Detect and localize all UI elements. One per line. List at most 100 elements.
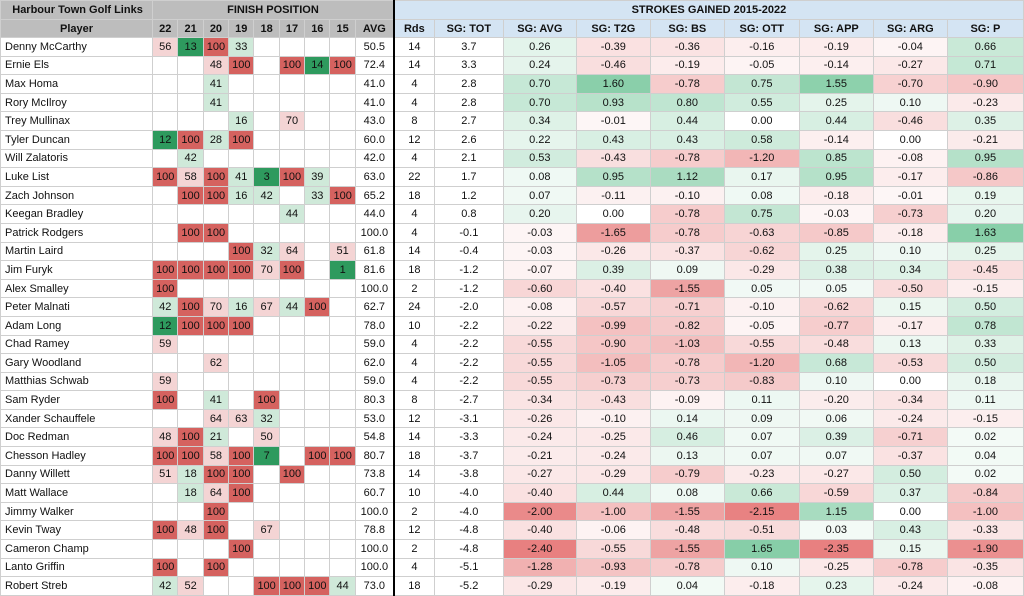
finish-cell: 100 [202,557,230,578]
strokes-gained-cell: -0.11 [575,185,651,206]
strokes-gained-cell: 0.8 [433,204,504,224]
finish-cell [304,241,331,262]
finish-cell [152,483,179,503]
finish-cell [202,539,230,559]
finish-cell [253,204,280,224]
finish-cell [329,483,356,503]
strokes-gained-cell: -4.0 [433,501,504,522]
strokes-gained-cell: 0.71 [946,55,1024,76]
strokes-gained-cell: 1.15 [798,501,874,522]
strokes-gained-cell: -0.46 [575,55,651,76]
finish-cell [278,148,306,169]
strokes-gained-cell: 0.75 [723,204,800,224]
finish-cell: 100 [177,222,204,243]
strokes-gained-cell: -0.19 [575,576,651,596]
table-row: Zach Johnson 100 100 16 42 33 100 65.2 18 1.2 0.07… [0,185,1024,206]
strokes-gained-cell: -0.04 [872,37,948,57]
strokes-gained-cell: 3.3 [433,55,504,76]
strokes-gained-cell: -0.55 [723,334,800,355]
finish-cell [278,334,306,355]
finish-cell: 67 [253,520,280,541]
strokes-gained-cell: 0.39 [798,427,874,448]
finish-cell [304,204,331,224]
strokes-gained-cell: 0.05 [723,278,800,299]
strokes-gained-cell: -1.55 [649,278,725,299]
finish-cell: 14 [304,55,331,76]
strokes-gained-cell: -5.1 [433,557,504,578]
finish-cell: 100 [152,260,179,280]
finish-cell [228,520,255,541]
strokes-gained-cell: 0.07 [723,446,800,466]
strokes-gained-cell: -2.15 [723,501,800,522]
finish-cell [278,390,306,410]
finish-cell [278,129,306,150]
finish-cell [278,557,306,578]
rounds-cell: 2 [393,539,435,559]
finish-cell: 33 [228,37,255,57]
strokes-gained-cell: -0.29 [502,576,577,596]
table-body: Denny McCarthy 56 13 100 33 50.5 14 3.7 0.26 -0.3… [0,37,1024,596]
finish-cell: 100 [202,167,230,187]
strokes-gained-cell: 0.00 [872,129,948,150]
strokes-gained-cell: 0.00 [872,501,948,522]
strokes-gained-cell: -0.08 [946,576,1024,596]
avg-cell: 78.8 [354,520,395,541]
strokes-gained-cell: 0.46 [649,427,725,448]
strokes-gained-cell: -0.16 [723,37,800,57]
strokes-gained-cell: 1.63 [946,222,1024,243]
finish-cell: 32 [253,241,280,262]
strokes-gained-cell: 0.08 [649,483,725,503]
finish-cell [278,185,306,206]
rds-column-header: Rds [393,19,435,38]
strokes-gained-cell: -0.03 [502,241,577,262]
strokes-gained-cell: -2.0 [433,297,504,317]
strokes-gained-cell: 0.10 [723,557,800,578]
strokes-gained-cell: -0.35 [946,557,1024,578]
strokes-gained-cell: 0.25 [798,92,874,113]
table-row: Xander Schauffele 64 63 32 53.0 12 -3.1 -0.26 -0… [0,408,1024,429]
rounds-cell: 14 [393,55,435,76]
finish-cell: 100 [278,576,306,596]
strokes-gained-cell: -2.2 [433,315,504,336]
finish-cell [253,37,280,57]
finish-cell [329,204,356,224]
finish-cell: 59 [152,371,179,392]
finish-cell [329,74,356,94]
strokes-gained-cell: 0.25 [798,241,874,262]
strokes-gained-cell: -0.05 [723,315,800,336]
strokes-gained-cell: 0.19 [946,185,1024,206]
strokes-gained-cell: -2.7 [433,390,504,410]
strokes-gained-cell: -0.43 [575,390,651,410]
strokes-gained-cell: 0.15 [872,297,948,317]
finish-cell: 100 [329,55,356,76]
finish-cell [152,92,179,113]
finish-cell: 100 [329,446,356,466]
finish-cell [329,167,356,187]
finish-cell [228,501,255,522]
player-name: Rory McIlroy [0,92,154,113]
finish-cell: 28 [202,129,230,150]
strokes-gained-cell: -4.8 [433,520,504,541]
finish-cell: 44 [278,297,306,317]
table-row: Martin Laird 100 32 64 51 61.8 14 -0.4 -0.03 -0.2… [0,241,1024,262]
strokes-gained-cell: -0.45 [946,260,1024,280]
strokes-gained-cell: 0.44 [798,111,874,131]
strokes-gained-cell: -0.21 [502,446,577,466]
finish-cell [304,371,331,392]
strokes-gained-cell: -0.07 [502,260,577,280]
finish-cell [228,222,255,243]
strokes-gained-cell: -1.20 [723,148,800,169]
finish-cell: 100 [228,55,255,76]
finish-cell [177,539,204,559]
strokes-gained-cell: 1.12 [649,167,725,187]
player-name: Doc Redman [0,427,154,448]
strokes-gained-cell: -0.78 [649,204,725,224]
finish-cell [304,483,331,503]
strokes-gained-cell: -0.21 [946,129,1024,150]
strokes-gained-cell: -1.28 [502,557,577,578]
finish-cell [202,241,230,262]
finish-cell: 33 [304,185,331,206]
strokes-gained-cell: 0.00 [575,204,651,224]
strokes-gained-cell: -0.63 [723,222,800,243]
rounds-cell: 18 [393,185,435,206]
